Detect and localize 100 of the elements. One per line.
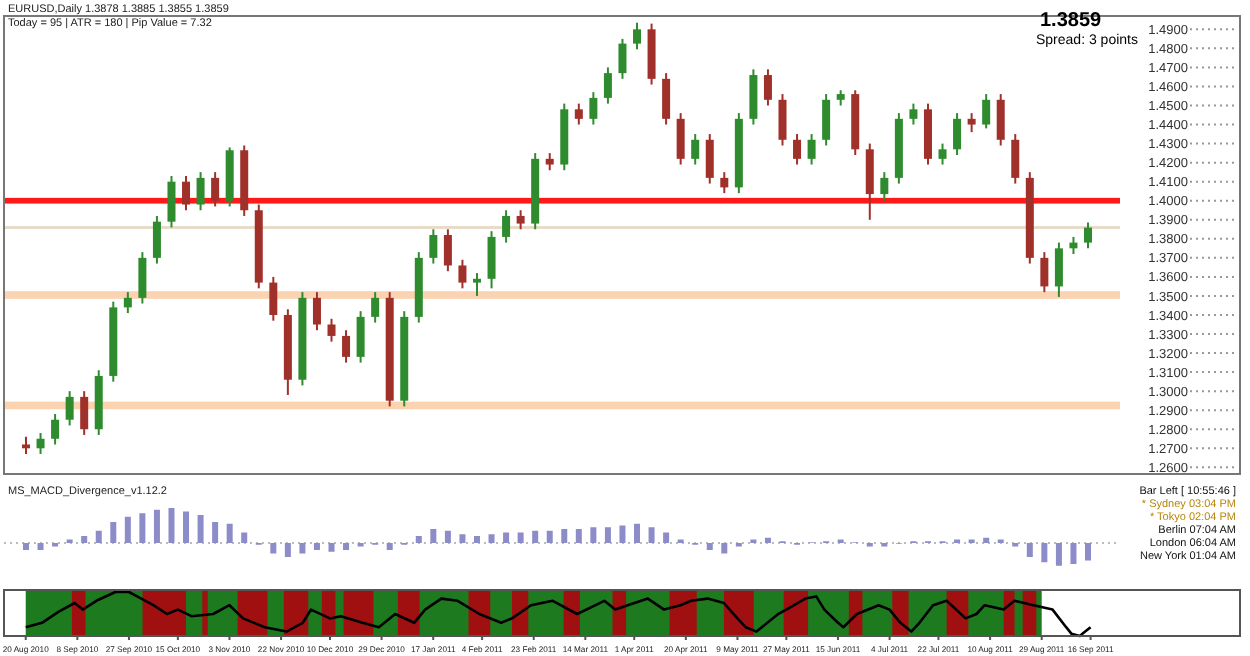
bar: [503, 532, 510, 543]
candlestick: [443, 228, 452, 273]
candlestick: [720, 171, 729, 195]
bar: [444, 530, 451, 543]
bar: [212, 522, 219, 543]
candlestick: [167, 174, 176, 229]
bar: [183, 511, 190, 543]
candlestick: [749, 68, 758, 126]
candlestick: [211, 171, 220, 208]
bar: [1055, 543, 1062, 566]
bar: [459, 534, 466, 543]
candlestick: [909, 102, 918, 126]
candlestick: [996, 93, 1005, 147]
candlestick: [487, 230, 496, 290]
candlestick: [502, 209, 511, 244]
candlestick: [793, 133, 802, 166]
bar: [415, 536, 422, 543]
candlestick: [371, 291, 380, 324]
candlestick: [589, 91, 598, 126]
bar: [139, 513, 146, 543]
bar: [328, 543, 335, 552]
bar: [764, 537, 771, 543]
candlestick: [342, 329, 351, 364]
candlestick: [1084, 221, 1092, 250]
candlestick: [1054, 241, 1063, 298]
candlestick: [472, 272, 481, 297]
candlestick: [982, 93, 991, 130]
bar: [343, 543, 350, 550]
candlestick: [51, 413, 60, 446]
candlestick: [865, 142, 874, 221]
candlestick: [123, 291, 132, 315]
bar: [706, 543, 713, 550]
candlestick: [36, 432, 45, 455]
candlestick: [880, 171, 889, 202]
candlestick: [691, 133, 700, 166]
candlestick: [967, 112, 976, 134]
candlestick: [182, 174, 191, 212]
bar: [983, 537, 990, 543]
bar: [1085, 543, 1091, 561]
candlestick: [65, 390, 74, 427]
bar: [663, 532, 670, 543]
bar: [37, 543, 44, 550]
bar: [575, 529, 582, 543]
candlestick: [618, 37, 627, 80]
bar: [1026, 543, 1033, 557]
candlestick: [662, 72, 671, 126]
candlestick: [312, 291, 321, 332]
bar: [604, 527, 611, 543]
candlestick: [633, 21, 642, 51]
bar: [153, 509, 160, 543]
candlestick: [938, 142, 947, 166]
candlestick: [763, 68, 772, 107]
bar: [721, 543, 728, 554]
candlestick: [152, 214, 161, 265]
bar: [386, 543, 393, 550]
bar: [168, 508, 175, 543]
bar: [110, 522, 117, 543]
bar: [23, 543, 29, 550]
candlestick: [574, 102, 583, 126]
bar: [430, 529, 437, 543]
bar: [546, 530, 553, 543]
candlestick: [1011, 133, 1020, 185]
bar: [124, 516, 131, 543]
bar: [95, 530, 102, 543]
candlestick: [458, 258, 467, 290]
candlestick: [953, 112, 962, 157]
candlestick: [429, 228, 438, 265]
bar: [648, 527, 655, 543]
candlestick: [196, 171, 205, 212]
bar: [532, 530, 539, 543]
candlestick: [603, 66, 612, 105]
candlestick: [778, 93, 787, 147]
candlestick: [705, 133, 714, 185]
bar: [473, 536, 480, 543]
bar: [590, 527, 597, 543]
candlestick: [1040, 251, 1049, 294]
bar: [313, 543, 320, 550]
bar: [81, 536, 88, 543]
annotation: 1.3859: [1040, 10, 1103, 32]
bar: [241, 532, 248, 543]
bar: [299, 543, 306, 554]
bar: [197, 515, 204, 543]
bar: [619, 525, 626, 543]
bar: [1041, 543, 1048, 563]
candlestick: [327, 317, 336, 343]
bar: [561, 529, 568, 543]
candlestick: [138, 251, 147, 305]
bar: [270, 543, 277, 554]
bar: [226, 523, 233, 543]
bar: [488, 534, 495, 543]
bar: [284, 543, 291, 557]
candlestick: [269, 275, 278, 322]
candlestick: [676, 112, 685, 166]
candlestick: [822, 93, 831, 147]
bar: [517, 532, 524, 543]
candlestick: [516, 209, 525, 231]
bar: [634, 523, 641, 543]
bar: [1070, 543, 1077, 564]
candlestick: [356, 310, 365, 364]
candlestick: [80, 390, 89, 436]
